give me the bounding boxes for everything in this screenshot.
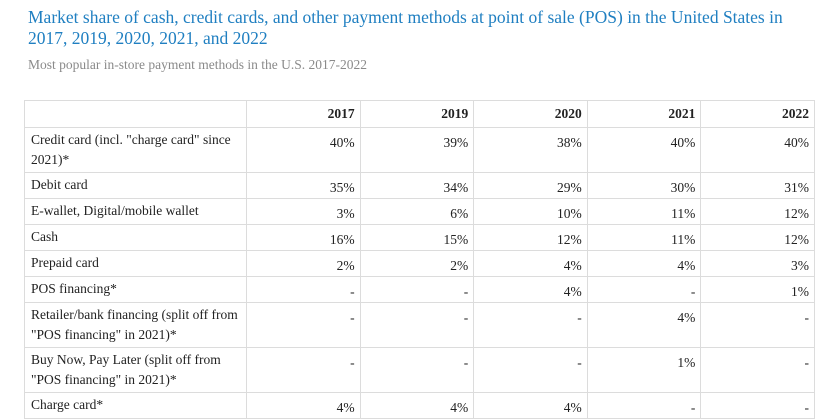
row-label: Cash — [24, 224, 247, 251]
table-cell: 40% — [246, 127, 361, 173]
table-row: Credit card (incl. "charge card" since 2… — [24, 127, 815, 173]
table-row: Cash 16% 15% 12% 11% 12% — [24, 224, 815, 251]
table-cell: - — [359, 302, 475, 348]
table-cell: - — [700, 392, 815, 419]
table-cell: 3% — [246, 198, 361, 225]
table-cell: 3% — [700, 250, 815, 277]
table-cell: 34% — [359, 172, 475, 199]
chart-subtitle: Most popular in-store payment methods in… — [28, 57, 367, 72]
table-cell: 39% — [359, 127, 475, 173]
table-cell: 15% — [359, 224, 475, 251]
table-cell: 4% — [586, 250, 702, 277]
row-label: Retailer/bank financing (split off from … — [24, 302, 247, 348]
table-cell: - — [473, 302, 588, 348]
table-cell: 10% — [473, 198, 588, 225]
table-cell: 1% — [586, 347, 702, 393]
row-label: Credit card (incl. "charge card" since 2… — [24, 127, 247, 173]
data-table: 2017 2019 2020 2021 2022 Credit card (in… — [24, 100, 815, 419]
row-label: POS financing* — [24, 276, 247, 303]
table-row: Retailer/bank financing (split off from … — [24, 302, 815, 348]
header-cell: 2019 — [359, 100, 475, 128]
table-row: Charge card* 4% 4% 4% - - — [24, 392, 815, 419]
table-header-row: 2017 2019 2020 2021 2022 — [24, 100, 815, 128]
table-cell: 40% — [700, 127, 815, 173]
table-cell: 11% — [586, 198, 702, 225]
table-cell: - — [359, 347, 475, 393]
table-cell: 12% — [700, 198, 815, 225]
table-row: E-wallet, Digital/mobile wallet 3% 6% 10% 11… — [24, 198, 815, 225]
table-cell: 38% — [473, 127, 588, 173]
chart-title: Market share of cash, credit cards, and … — [28, 7, 783, 48]
table-cell: 4% — [473, 250, 588, 277]
table-cell: 6% — [359, 198, 475, 225]
table-cell: 4% — [246, 392, 361, 419]
table-row: Prepaid card 2% 2% 4% 4% 3% — [24, 250, 815, 277]
header-cell: 2017 — [246, 100, 361, 128]
table-cell: - — [246, 302, 361, 348]
table-cell: 4% — [473, 276, 588, 303]
table-cell: 40% — [586, 127, 702, 173]
table-row: Buy Now, Pay Later (split off from "POS … — [24, 347, 815, 393]
table-cell: 2% — [359, 250, 475, 277]
table-cell: 12% — [473, 224, 588, 251]
table-cell: - — [586, 392, 702, 419]
table-cell: - — [700, 302, 815, 348]
table-cell: 4% — [359, 392, 475, 419]
header-cell: 2021 — [586, 100, 702, 128]
table-cell: - — [359, 276, 475, 303]
table-cell: 4% — [586, 302, 702, 348]
row-label: Charge card* — [24, 392, 247, 419]
row-label: Prepaid card — [24, 250, 247, 277]
table-cell: - — [246, 347, 361, 393]
table-cell: - — [473, 347, 588, 393]
table-cell: 30% — [586, 172, 702, 199]
row-label: E-wallet, Digital/mobile wallet — [24, 198, 247, 225]
table-cell: - — [586, 276, 702, 303]
table-cell: 35% — [246, 172, 361, 199]
table-cell: 4% — [473, 392, 588, 419]
table-cell: 11% — [586, 224, 702, 251]
header-cell: 2022 — [700, 100, 815, 128]
table-row: Debit card 35% 34% 29% 30% 31% — [24, 172, 815, 199]
header-cell: 2020 — [473, 100, 588, 128]
table-cell: 1% — [700, 276, 815, 303]
table-row: POS financing* - -4% -1% — [24, 276, 815, 303]
table-cell: 2% — [246, 250, 361, 277]
table-cell: 16% — [246, 224, 361, 251]
header-cell — [24, 100, 247, 128]
table-cell: 31% — [700, 172, 815, 199]
table-cell: - — [246, 276, 361, 303]
row-label: Debit card — [24, 172, 247, 199]
row-label: Buy Now, Pay Later (split off from "POS … — [24, 347, 247, 393]
table-cell: 12% — [700, 224, 815, 251]
table-cell: - — [700, 347, 815, 393]
table-cell: 29% — [473, 172, 588, 199]
